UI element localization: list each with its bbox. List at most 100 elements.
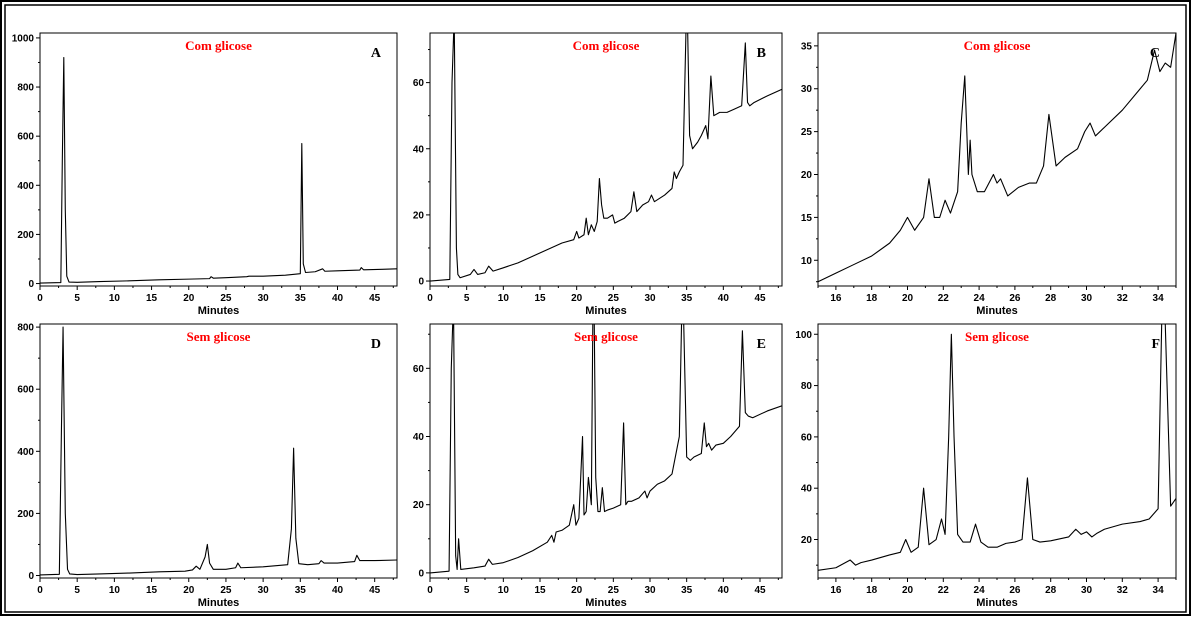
chart-5-ytick-label-1: 40 [801, 484, 813, 495]
chart-3-ytick-label-3: 600 [17, 385, 34, 396]
chart-4-xtick-label-8: 40 [718, 585, 730, 596]
chart-0-xtick-label-1: 5 [74, 293, 80, 304]
chart-3-plot-frame [39, 323, 398, 579]
chart-2-xlabel: Minutes [976, 305, 1018, 317]
chart-0-ytick-label-2: 400 [17, 181, 34, 192]
chart-2-plot-frame [817, 32, 1177, 287]
chart-1-ytick-label-0: 0 [418, 277, 424, 288]
chart-5-xtick-label-4: 24 [974, 585, 986, 596]
chart-5-panel: 16 18 20 22 24 26 28 30 32 34 20 40 60 80 100 Minutes Se… [795, 323, 1177, 609]
chart-4-xtick-label-6: 30 [644, 585, 656, 596]
chart-0-xtick-label-6: 30 [258, 293, 270, 304]
chart-3-ytick-label-4: 800 [17, 323, 34, 334]
chart-0-xtick-label-5: 25 [220, 293, 232, 304]
chart-3-xtick-label-9: 45 [369, 585, 381, 596]
chart-1-ytick-label-2: 40 [413, 144, 425, 155]
chart-2-ytick-label-1: 15 [801, 213, 813, 224]
chart-4-xlabel: Minutes [585, 597, 627, 609]
chart-4-panel: 0 5 10 15 20 25 30 35 40 45 0 20 40 60 Minutes Sem glic… [413, 323, 783, 609]
chart-4-series-0-line [430, 324, 782, 574]
chart-5-xtick-label-0: 16 [830, 585, 842, 596]
chart-5-xtick-label-9: 34 [1153, 585, 1165, 596]
chart-5-letter: F [1151, 337, 1160, 352]
chart-1-xtick-label-3: 15 [534, 293, 546, 304]
chart-3-xtick-label-4: 20 [183, 585, 195, 596]
chart-0-xtick-label-0: 0 [37, 293, 43, 304]
chart-0-xtick-label-3: 15 [146, 293, 158, 304]
chart-4-ytick-label-2: 40 [413, 432, 425, 443]
chart-2-ytick-label-3: 25 [801, 127, 813, 138]
chart-0-ytick-label-4: 800 [17, 83, 34, 94]
chart-4-letter: E [757, 337, 766, 352]
chart-0-ytick-label-1: 200 [17, 230, 34, 241]
chart-2-series-0-line [818, 33, 1176, 283]
chart-5-plot-frame [817, 323, 1177, 579]
chart-0-title: Com glicose [185, 38, 252, 53]
chart-2-xtick-label-9: 34 [1153, 293, 1165, 304]
chart-4-xtick-label-5: 25 [608, 585, 620, 596]
chart-0-xtick-label-7: 35 [295, 293, 307, 304]
figure-frame-inner [4, 4, 1187, 613]
chart-5-xtick-label-6: 28 [1045, 585, 1057, 596]
chart-5-ytick-label-3: 80 [801, 381, 813, 392]
chart-3-xtick-label-8: 40 [332, 585, 344, 596]
chart-0-xtick-label-8: 40 [332, 293, 344, 304]
chart-2-xtick-label-3: 22 [938, 293, 950, 304]
chart-3-xlabel: Minutes [198, 597, 240, 609]
chart-5-xtick-label-5: 26 [1009, 585, 1021, 596]
chart-4-ytick-label-3: 60 [413, 364, 425, 375]
chart-2-letter: C [1150, 46, 1160, 61]
chart-3-xtick-label-6: 30 [258, 585, 270, 596]
chart-3-panel: 0 5 10 15 20 25 30 35 40 45 0 200 400 600 800 Minutes Se… [17, 323, 398, 609]
chart-0-xtick-label-4: 20 [183, 293, 195, 304]
chart-2-ytick-label-5: 35 [801, 41, 813, 52]
chart-1-ytick-label-3: 60 [413, 78, 425, 89]
chart-5-title: Sem glicose [965, 329, 1029, 344]
chart-2-ytick-label-4: 30 [801, 84, 813, 95]
chart-2-xtick-label-0: 16 [830, 293, 842, 304]
chart-5-ytick-label-2: 60 [801, 432, 813, 443]
chart-0-xlabel: Minutes [198, 305, 240, 317]
chart-1-ytick-label-1: 20 [413, 210, 425, 221]
chart-3-ytick-label-0: 0 [28, 571, 34, 582]
chart-3-xtick-label-5: 25 [220, 585, 232, 596]
chart-0-panel: 0 5 10 15 20 25 30 35 40 45 0 200 400 600 800 1000 Minut… [12, 32, 398, 317]
chart-panels: 0 5 10 15 20 25 30 35 40 4502004006008001000Minut… [12, 32, 1177, 609]
chart-2-xtick-label-2: 20 [902, 293, 914, 304]
chart-5-series-0-line [818, 324, 1176, 571]
chart-3-ytick-label-2: 400 [17, 447, 34, 458]
chart-1-xtick-label-1: 5 [464, 293, 470, 304]
chart-2-xtick-label-5: 26 [1009, 293, 1021, 304]
chart-0-plot-frame [39, 32, 398, 287]
chart-1-xtick-label-6: 30 [644, 293, 656, 304]
chart-0-xtick-label-2: 10 [109, 293, 121, 304]
chart-3-letter: D [371, 337, 381, 352]
chart-2-xtick-label-8: 32 [1117, 293, 1129, 304]
chart-5-xtick-label-8: 32 [1117, 585, 1129, 596]
chart-2-xtick-label-4: 24 [974, 293, 986, 304]
chart-2-panel: 16 18 20 22 24 26 28 30 32 34 10 15 20 25 30 35 Minutes C… [801, 32, 1177, 317]
chart-0-ytick-label-0: 0 [28, 279, 34, 290]
chart-2-xtick-label-7: 30 [1081, 293, 1093, 304]
chart-0-xtick-label-9: 45 [369, 293, 381, 304]
chart-5-ytick-label-4: 100 [795, 330, 812, 341]
chart-0-series-0-line [40, 57, 397, 284]
chart-3-series-0-line [40, 326, 397, 576]
chart-4-ytick-label-1: 20 [413, 500, 425, 511]
chart-3-xtick-label-2: 10 [109, 585, 121, 596]
chart-5-xtick-label-1: 18 [866, 585, 878, 596]
chart-4-xtick-label-1: 5 [464, 585, 470, 596]
chart-5-xtick-label-3: 22 [938, 585, 950, 596]
chart-4-xtick-label-9: 45 [754, 585, 766, 596]
chart-4-title: Sem glicose [574, 329, 638, 344]
chart-1-xtick-label-9: 45 [754, 293, 766, 304]
chart-4-xtick-label-2: 10 [498, 585, 510, 596]
chart-0-ytick-label-3: 600 [17, 132, 34, 143]
chart-2-ytick-label-0: 10 [801, 256, 813, 267]
chart-1-xtick-label-0: 0 [427, 293, 433, 304]
chart-4-xtick-label-0: 0 [427, 585, 433, 596]
chart-1-letter: B [757, 46, 766, 61]
chart-1-xtick-label-5: 25 [608, 293, 620, 304]
